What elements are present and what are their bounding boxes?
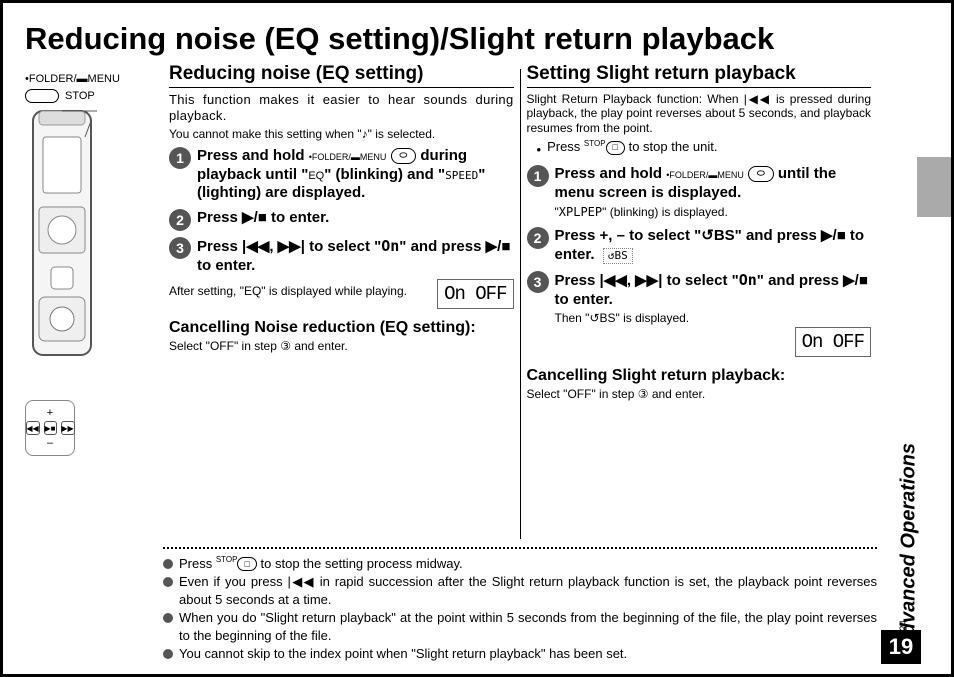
bullet-icon bbox=[163, 577, 173, 587]
stop-label: STOP bbox=[65, 90, 95, 102]
bullet-icon bbox=[163, 613, 173, 623]
device-illustration bbox=[25, 107, 103, 387]
lcd-display-left: On OFF bbox=[437, 279, 513, 309]
left-column: Reducing noise (EQ setting) This functio… bbox=[163, 63, 520, 539]
step-3-left: 3 Press |◀◀, ▶▶| to select "On" and press… bbox=[169, 237, 514, 276]
step-2-right: 2 Press +, – to select "↺BS" and press ▶/… bbox=[527, 227, 872, 265]
page-number: 19 bbox=[881, 630, 921, 664]
step-number-icon: 1 bbox=[169, 147, 191, 169]
dotted-separator bbox=[163, 547, 877, 549]
step-number-icon: 2 bbox=[527, 227, 549, 249]
footer-bullet: Press STOP□ to stop the setting process … bbox=[163, 555, 877, 573]
step-1-left: 1 Press and hold •FOLDER/▬MENU ⬭ during p… bbox=[169, 147, 514, 203]
intro-right: Slight Return Playback function: When |◀… bbox=[527, 92, 872, 135]
step-text: Press |◀◀, ▶▶| to select "On" and press … bbox=[555, 271, 872, 328]
step-text: Press ▶/■ to enter. bbox=[197, 209, 514, 231]
remote-control-icon: + ◀◀▶■▶▶ – bbox=[25, 400, 75, 456]
folder-menu-button-icon bbox=[25, 89, 59, 103]
tip-right: • Press STOP□ to stop the unit. bbox=[527, 139, 872, 159]
intro-left: This function makes it easier to hear so… bbox=[169, 92, 514, 125]
section-title-left: Reducing noise (EQ setting) bbox=[169, 63, 514, 88]
note-left: You cannot make this setting when "♪" is… bbox=[169, 127, 514, 141]
step-1-right: 1 Press and hold •FOLDER/▬MENU ⬭ until th… bbox=[527, 165, 872, 221]
cancel-title-right: Cancelling Slight return playback: bbox=[527, 367, 872, 385]
right-column: Setting Slight return playback Slight Re… bbox=[521, 63, 878, 539]
section-label: Advanced Operations bbox=[898, 443, 921, 650]
bullet-icon bbox=[163, 559, 173, 569]
step-number-icon: 3 bbox=[169, 237, 191, 259]
step-text: Press +, – to select "↺BS" and press ▶/■… bbox=[555, 227, 872, 265]
step-number-icon: 2 bbox=[169, 209, 191, 231]
footer-bullet: You cannot skip to the index point when … bbox=[163, 645, 877, 663]
step-number-icon: 1 bbox=[527, 165, 549, 187]
device-panel: •FOLDER/▬MENU STOP + ◀◀▶■▶▶ bbox=[25, 63, 163, 664]
lcd-display-right: On OFF bbox=[795, 327, 871, 357]
footer-bullet: When you do "Slight return playback" at … bbox=[163, 609, 877, 644]
step-3-right: 3 Press |◀◀, ▶▶| to select "On" and press… bbox=[527, 271, 872, 328]
cancel-body-left: Select "OFF" in step ③ and enter. bbox=[169, 339, 514, 353]
after-text-left: After setting, "EQ" is displayed while p… bbox=[169, 284, 429, 298]
right-margin: Advanced Operations RQT9124 19 bbox=[877, 63, 921, 664]
step-2-left: 2 Press ▶/■ to enter. bbox=[169, 209, 514, 231]
folder-menu-label: •FOLDER/▬MENU bbox=[25, 73, 163, 85]
cancel-body-right: Select "OFF" in step ③ and enter. bbox=[527, 387, 872, 401]
step-text: Press |◀◀, ▶▶| to select "On" and press … bbox=[197, 237, 514, 276]
page-title: Reducing noise (EQ setting)/Slight retur… bbox=[25, 21, 921, 57]
footer-bullet: Even if you press |◀◀ in rapid successio… bbox=[163, 573, 877, 608]
footer-bullets: Press STOP□ to stop the setting process … bbox=[163, 555, 877, 664]
step-text: Press and hold •FOLDER/▬MENU ⬭ until the… bbox=[555, 165, 872, 221]
step-number-icon: 3 bbox=[527, 271, 549, 293]
step-text: Press and hold •FOLDER/▬MENU ⬭ during pl… bbox=[197, 147, 514, 203]
bullet-icon bbox=[163, 649, 173, 659]
cancel-title-left: Cancelling Noise reduction (EQ setting): bbox=[169, 319, 514, 337]
side-tab bbox=[917, 157, 951, 217]
section-title-right: Setting Slight return playback bbox=[527, 63, 872, 88]
